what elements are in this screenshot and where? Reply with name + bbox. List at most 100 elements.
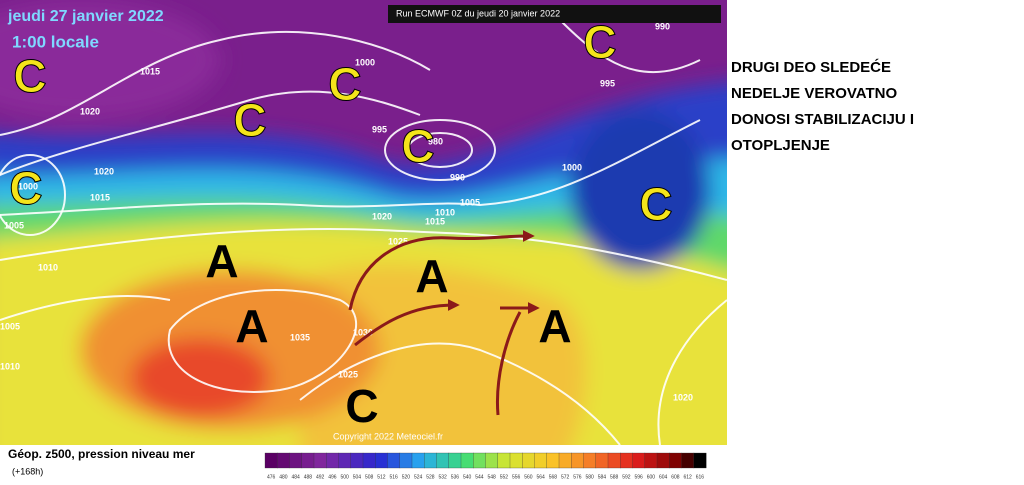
- colorbar-cell: [473, 452, 486, 469]
- isobar-label: 990: [450, 172, 465, 182]
- isobar-label: 995: [372, 124, 387, 134]
- annotation-line: NEDELJE VEROVATNO: [731, 85, 897, 102]
- colorbar-cell: [313, 452, 327, 469]
- colorbar-cell: [620, 452, 633, 469]
- pressure-center: A: [235, 300, 268, 352]
- annotation: DRUGI DEO SLEDEĆE NEDELJE VEROVATNO DONOSI…: [731, 58, 914, 154]
- colorbar-cell: [607, 452, 621, 469]
- colorbar-cell: [362, 452, 376, 469]
- colorbar: 476 480 484 488 492 496 500 504 508 512 516 520 524 5…: [264, 452, 707, 480]
- pressure-center: C: [401, 120, 434, 172]
- isobar-label: 1020: [372, 211, 392, 221]
- isobar-label: 1025: [388, 236, 408, 246]
- colorbar-label: 536: [451, 474, 460, 480]
- colorbar-label: 552: [500, 474, 509, 480]
- colorbar-cell: [583, 452, 597, 469]
- isobar-label: 1005: [4, 220, 24, 230]
- colorbar-cell: [424, 452, 437, 469]
- flow-arrows: [348, 230, 535, 416]
- pressure-center: A: [538, 300, 571, 352]
- colorbar-label: 516: [389, 474, 398, 480]
- colorbar-label: 512: [377, 474, 386, 480]
- colorbar-cell: [509, 452, 523, 469]
- colorbar-label: 544: [475, 474, 484, 480]
- pressure-center: A: [205, 235, 238, 287]
- colorbar-label: 600: [647, 474, 656, 480]
- pressure-center: C: [9, 162, 42, 214]
- footer-subtitle: (+168h): [12, 466, 43, 476]
- pressure-center: A: [415, 250, 448, 302]
- colorbar-cell: [534, 452, 548, 469]
- isobar-label: 1015: [90, 192, 110, 202]
- copyright: Copyright 2022 Meteociel.fr: [333, 431, 443, 441]
- colorbar-label: 484: [291, 474, 300, 480]
- colorbar-cell: [681, 452, 695, 469]
- colorbar-cell: [277, 452, 290, 469]
- colorbar-label: 548: [487, 474, 496, 480]
- colorbar-label: 612: [683, 474, 692, 480]
- colorbar-cell: [558, 452, 572, 469]
- colorbar-label: 528: [426, 474, 435, 480]
- colorbar-cell: [571, 452, 584, 469]
- isobar-label: 1000: [18, 181, 38, 191]
- isobar-label: 1020: [80, 106, 100, 116]
- isobar-label: 995: [600, 78, 615, 88]
- colorbar-cell: [448, 452, 462, 469]
- colorbar-label: 520: [402, 474, 411, 480]
- pressure-center: C: [583, 16, 616, 68]
- colorbar-cell: [301, 452, 315, 469]
- pressure-center: C: [328, 58, 361, 110]
- colorbar-cell: [656, 452, 670, 469]
- map-date: jeudi 27 janvier 2022: [7, 8, 164, 25]
- isobar-label: 1010: [0, 361, 20, 371]
- colorbar-label: 584: [598, 474, 607, 480]
- isobar-label: 1020: [673, 392, 693, 402]
- map-time: 1:00 locale: [12, 32, 99, 51]
- colorbar-cell: [522, 452, 535, 469]
- colorbar-cell: [485, 452, 499, 469]
- colorbar-cell: [497, 452, 511, 469]
- colorbar-label: 580: [585, 474, 594, 480]
- colorbar-label: 572: [561, 474, 570, 480]
- pressure-center: C: [233, 94, 266, 146]
- colorbar-cell: [595, 452, 609, 469]
- annotation-line: DRUGI DEO SLEDEĆE: [731, 58, 891, 76]
- isobar-label: 1015: [425, 216, 445, 226]
- colorbar-label: 596: [634, 474, 643, 480]
- colorbar-cell: [326, 452, 339, 469]
- isobar-label: 1005: [0, 321, 20, 331]
- isobar-label: 1000: [355, 57, 375, 67]
- colorbar-cell: [693, 452, 707, 469]
- colorbar-cell: [399, 452, 413, 469]
- colorbar-label: 604: [659, 474, 668, 480]
- colorbar-label: 504: [353, 474, 362, 480]
- colorbar-label: 540: [463, 474, 472, 480]
- colorbar-label: 488: [304, 474, 313, 480]
- colorbar-label: 576: [573, 474, 582, 480]
- isobars: [0, 19, 727, 445]
- colorbar-label: 588: [610, 474, 619, 480]
- colorbar-cell: [289, 452, 303, 469]
- colorbar-label: 592: [622, 474, 631, 480]
- map: 1015 1020 1000 995 980 990 995 990 1000 1005 1010 1…: [0, 0, 727, 445]
- colorbar-cell: [546, 452, 560, 469]
- colorbar-cell: [632, 452, 646, 469]
- colorbar-cell: [338, 452, 352, 469]
- annotation-line: DONOSI STABILIZACIJU I: [731, 111, 914, 128]
- colorbar-cell: [387, 452, 401, 469]
- isobar-label: 1005: [460, 197, 480, 207]
- run-label: Run ECMWF 0Z du jeudi 20 janvier 2022: [396, 8, 560, 18]
- run-label-box: [388, 5, 721, 23]
- colorbar-cell: [350, 452, 364, 469]
- colorbar-label: 564: [536, 474, 545, 480]
- isobar-label: 980: [428, 136, 443, 146]
- colorbar-label: 524: [414, 474, 423, 480]
- colorbar-label: 480: [279, 474, 288, 480]
- colorbar-label: 496: [328, 474, 337, 480]
- isobar-label: 990: [655, 21, 670, 31]
- colorbar-label: 532: [438, 474, 447, 480]
- pressure-center: C: [13, 50, 46, 102]
- colorbar-label: 476: [267, 474, 276, 480]
